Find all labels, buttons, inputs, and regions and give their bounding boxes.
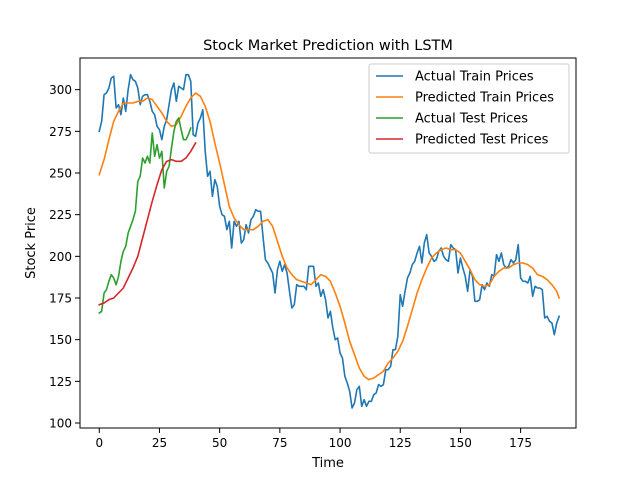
y-tick-label: 125 bbox=[49, 375, 72, 389]
y-tick-label: 175 bbox=[49, 292, 72, 306]
series-line-4 bbox=[98, 141, 197, 306]
x-tick-label: 100 bbox=[329, 436, 352, 450]
plot-area-frame bbox=[79, 57, 577, 429]
x-tick-label: 25 bbox=[152, 436, 167, 450]
plot-lines bbox=[98, 73, 561, 409]
y-axis: 100 125 150 175 200 225 250 275 300 bbox=[49, 83, 80, 431]
x-tick-label: 125 bbox=[389, 436, 412, 450]
y-tick-label: 250 bbox=[49, 167, 72, 181]
series-line-3 bbox=[98, 117, 192, 315]
x-tick-label: 175 bbox=[509, 436, 532, 450]
y-axis-label: Stock Price bbox=[24, 207, 39, 279]
legend: Actual Train Prices Predicted Train Price… bbox=[368, 63, 570, 154]
x-tick-label: 50 bbox=[212, 436, 227, 450]
y-tick-label: 225 bbox=[49, 208, 72, 222]
x-axis-label: Time bbox=[311, 456, 344, 471]
x-tick-label: 0 bbox=[95, 436, 103, 450]
y-tick-label: 300 bbox=[49, 83, 72, 97]
x-tick-label: 75 bbox=[272, 436, 287, 450]
x-tick-label: 150 bbox=[449, 436, 472, 450]
legend-entry-label: Predicted Test Prices bbox=[415, 133, 549, 148]
legend-entry-label: Predicted Train Prices bbox=[415, 91, 554, 106]
y-tick-label: 150 bbox=[49, 333, 72, 347]
legend-box bbox=[368, 63, 570, 154]
x-axis: 0 25 50 75 100 125 150 175 bbox=[95, 428, 532, 450]
legend-entry-label: Actual Test Prices bbox=[415, 112, 528, 127]
legend-entry-label: Actual Train Prices bbox=[415, 70, 534, 85]
y-tick-label: 200 bbox=[49, 250, 72, 264]
y-tick-label: 275 bbox=[49, 125, 72, 139]
y-tick-label: 100 bbox=[49, 417, 72, 431]
chart-title: Stock Market Prediction with LSTM bbox=[203, 38, 453, 54]
